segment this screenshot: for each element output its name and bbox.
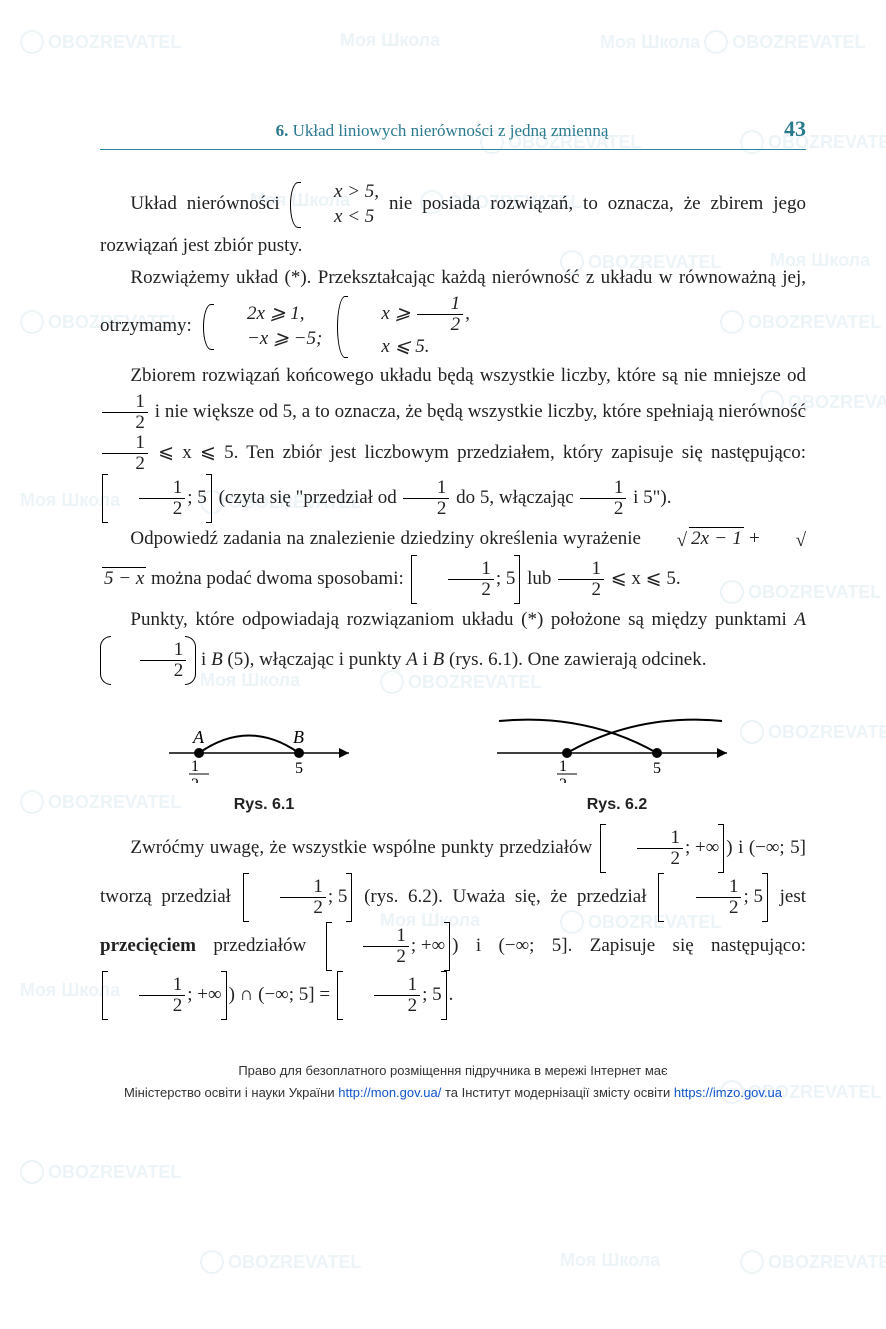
fraction-half: 12 <box>558 559 604 600</box>
svg-text:2: 2 <box>191 776 199 783</box>
paragraph-1: Układ nierówności x > 5, x < 5 nie posia… <box>100 180 806 262</box>
intersection-word: przecięciem <box>100 935 196 956</box>
page-footer: Право для безоплатного розміщення підруч… <box>100 1060 806 1104</box>
system-3: x ⩾ 12, x ⩽ 5. <box>337 294 470 360</box>
interval-bracket: 12; 5 <box>411 555 521 604</box>
svg-text:1: 1 <box>559 758 567 775</box>
fraction-half: 12 <box>403 478 449 519</box>
svg-text:5: 5 <box>295 760 303 777</box>
footer-line-1: Право для безоплатного розміщення підруч… <box>100 1060 806 1082</box>
footer-link-imzo[interactable]: https://imzo.gov.ua <box>674 1085 782 1100</box>
svg-text:5: 5 <box>653 760 661 777</box>
paragraph-2: Rozwiążemy układ (*). Przekształcając ka… <box>100 262 806 360</box>
fraction-half: 12 <box>580 478 626 519</box>
interval-bracket: 12; 5 <box>658 873 768 922</box>
point-A-paren: 12 <box>100 636 196 685</box>
footer-link-mon[interactable]: http://mon.gov.ua/ <box>338 1085 441 1100</box>
footer-line-2: Міністерство освіти і науки України http… <box>100 1082 806 1104</box>
paragraph-6: Zwróćmy uwagę, że wszystkie wspólne punk… <box>100 824 806 1020</box>
watermark: OBOZREVATEL <box>740 1250 886 1274</box>
interval-bracket: 12; 5 <box>243 873 353 922</box>
figure-caption: Rys. 6.1 <box>159 791 369 818</box>
sqrt-expr-1: √2x − 1 <box>646 528 744 549</box>
page-number: 43 <box>784 110 806 147</box>
system-2: 2x ⩾ 1, −x ⩾ −5; <box>203 302 323 351</box>
interval-bracket: 12; 5 <box>337 971 447 1020</box>
chapter-title: 6. Układ liniowych nierówności z jedną z… <box>100 117 784 146</box>
page-header: 6. Układ liniowych nierówności z jedną z… <box>100 110 806 150</box>
system-1: x > 5, x < 5 <box>290 180 379 229</box>
figure-6-1: A B 1 2 5 Rys. 6.1 <box>159 703 369 818</box>
fraction-half: 12 <box>102 392 148 433</box>
watermark: OBOZREVATEL <box>200 1250 361 1274</box>
paragraph-3: Zbiorem rozwiązań końcowego układu będą … <box>100 360 806 523</box>
half-open-interval: 12; +∞ <box>600 824 725 873</box>
watermark: Моя Школа <box>560 1250 660 1271</box>
figures-row: A B 1 2 5 Rys. 6.1 1 2 5 Rys. <box>100 703 806 818</box>
paragraph-4: Odpowiedź zadania na znalezienie dziedzi… <box>100 523 806 604</box>
paragraph-5: Punkty, które odpowiadają rozwiązaniom u… <box>100 604 806 685</box>
svg-text:B: B <box>293 727 304 747</box>
svg-text:2: 2 <box>559 776 567 783</box>
svg-text:1: 1 <box>191 758 199 775</box>
half-open-interval: 12; +∞ <box>326 922 451 971</box>
fraction-half: 12 <box>102 433 148 474</box>
interval-bracket: 12; 5 <box>102 474 212 523</box>
figure-6-2: 1 2 5 Rys. 6.2 <box>487 703 747 818</box>
page-content: 6. Układ liniowych nierówności z jedną z… <box>0 0 886 1144</box>
half-open-interval: 12; +∞ <box>102 971 227 1020</box>
svg-text:A: A <box>192 727 205 747</box>
watermark: OBOZREVATEL <box>20 1160 181 1184</box>
figure-caption: Rys. 6.2 <box>487 791 747 818</box>
